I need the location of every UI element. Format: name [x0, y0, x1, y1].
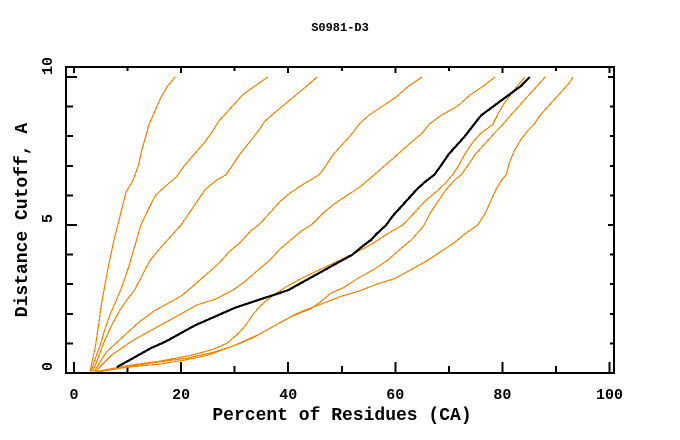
y-axis-label: Distance Cutoff, A: [13, 123, 33, 318]
curve-orange-5: [94, 76, 496, 372]
plot-frame: [65, 66, 615, 374]
curve-orange-8: [100, 76, 574, 373]
x-tick-label: 20: [172, 387, 190, 404]
y-tick-label: 10: [40, 57, 57, 75]
curve-orange-2: [90, 76, 269, 372]
x-tick-label: 40: [279, 387, 297, 404]
y-tick-label: 5: [40, 214, 57, 223]
curve-black-highlight: [116, 76, 531, 369]
x-tick-label: 100: [596, 387, 623, 404]
x-tick-label: 0: [69, 387, 78, 404]
x-tick-label: 60: [386, 387, 404, 404]
curve-orange-1: [89, 76, 176, 372]
y-tick-label: 0: [40, 362, 57, 371]
curve-orange-6: [96, 76, 526, 373]
x-tick-label: 80: [493, 387, 511, 404]
chart-title: S0981-D3: [311, 21, 369, 35]
x-axis-label: Percent of Residues (CA): [212, 406, 471, 426]
curve-orange-3: [92, 76, 318, 372]
curve-orange-4: [93, 76, 423, 372]
